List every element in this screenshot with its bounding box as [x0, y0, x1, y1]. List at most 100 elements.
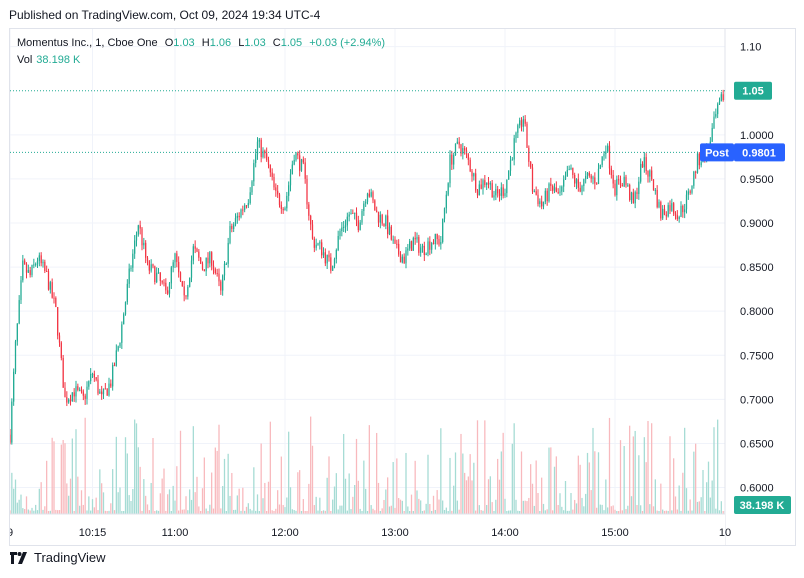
candle-body	[27, 270, 29, 273]
candle-body	[200, 257, 202, 264]
tradingview-logo-icon[interactable]	[10, 551, 28, 564]
brand-label[interactable]: TradingView	[34, 550, 106, 565]
volume-bar	[16, 502, 18, 514]
candle-body	[667, 205, 669, 217]
volume-bar	[132, 489, 134, 514]
volume-bar	[390, 505, 392, 514]
candle-body	[163, 282, 165, 284]
time-axis[interactable]	[10, 514, 725, 546]
volume-bar	[618, 511, 620, 514]
chart-canvas[interactable]: 1.10 1.0000 0.9500 0.9000 0.8500 0.8000 0.7500…	[10, 29, 796, 546]
volume-bar	[339, 505, 341, 514]
candle-body	[102, 388, 105, 395]
candle-body	[519, 120, 521, 126]
volume-bar	[387, 477, 389, 514]
candle-body	[460, 144, 462, 154]
volume-bar	[344, 478, 347, 514]
candle-body	[223, 263, 226, 276]
volume-bar	[544, 510, 546, 514]
candle-body	[387, 215, 389, 235]
volume-bar	[174, 500, 176, 514]
volume-bar	[427, 454, 429, 514]
volume-bar	[440, 428, 442, 514]
volume-bar	[176, 466, 178, 514]
chart-pane[interactable]: 1.10 1.0000 0.9500 0.9000 0.8500 0.8000 0.7500…	[9, 28, 796, 546]
volume-bar	[205, 508, 207, 514]
symbol-title[interactable]: Momentus Inc., 1, Cboe One	[17, 37, 158, 49]
volume-bar	[456, 500, 458, 514]
candle-body	[35, 264, 37, 266]
volume-bar	[572, 509, 574, 514]
candle-body	[425, 253, 427, 255]
candle-body	[18, 300, 20, 324]
volume-bar	[201, 488, 204, 514]
candle-body	[183, 286, 185, 296]
volume-bar	[25, 496, 28, 514]
volume-bar	[495, 499, 497, 514]
volume-bar	[691, 510, 693, 514]
candle-body	[585, 175, 587, 180]
candle-body	[300, 159, 303, 171]
volume-bar	[75, 429, 77, 514]
candle-body	[196, 248, 198, 252]
volume-bar	[110, 503, 112, 514]
volume-bar	[475, 510, 477, 514]
volume-bar	[388, 506, 391, 514]
candle-body	[630, 192, 633, 201]
volume-bar	[97, 510, 99, 514]
candle-body	[269, 164, 271, 173]
volume-bar	[682, 472, 684, 514]
volume-bar	[31, 507, 33, 514]
volume-bar	[277, 490, 279, 514]
volume-bar	[168, 489, 171, 514]
volume-bar	[238, 488, 240, 514]
volume-bar	[464, 472, 466, 514]
candle-body	[179, 272, 182, 282]
volume-bar	[429, 504, 431, 514]
volume-bar	[247, 503, 249, 514]
volume-bar	[531, 483, 534, 514]
candle-body	[209, 252, 211, 264]
close-label: C	[272, 37, 281, 49]
candle-body	[97, 379, 99, 394]
volume-bar	[449, 457, 451, 514]
volume-bar	[40, 482, 42, 514]
volume-bar	[673, 458, 675, 514]
candle-body	[14, 341, 17, 372]
volume-bar	[623, 446, 625, 514]
candle-body	[453, 155, 455, 165]
volume-bar	[695, 443, 697, 514]
y-tick-label: 0.7500	[740, 350, 774, 362]
volume-bar	[66, 483, 68, 514]
candle-body	[594, 177, 596, 184]
volume-bar	[557, 504, 559, 514]
volume-bar	[632, 436, 634, 514]
volume-bar	[328, 456, 330, 514]
candle-body	[218, 273, 220, 282]
candle-body	[60, 342, 62, 359]
candle-body	[266, 153, 268, 160]
volume-bar	[614, 509, 616, 514]
volume-bar	[218, 424, 220, 514]
volume-bar	[533, 505, 535, 514]
price-axis[interactable]	[725, 29, 796, 546]
volume-bar	[69, 478, 72, 514]
candle-body	[134, 240, 136, 254]
volume-bar	[198, 506, 200, 514]
volume-bar	[652, 506, 655, 514]
volume-bar	[438, 499, 440, 514]
candle-body	[625, 176, 627, 185]
candle-body	[328, 254, 330, 258]
volume-bar	[465, 480, 468, 514]
candle-body	[365, 201, 367, 204]
candle-body	[82, 391, 84, 396]
candle-body	[597, 168, 600, 184]
volume-bar	[27, 509, 29, 514]
post-price-tag	[734, 143, 785, 162]
candle-body	[185, 295, 187, 297]
candle-body	[579, 187, 581, 192]
candle-body	[62, 358, 64, 388]
volume-bar	[684, 427, 686, 514]
y-tick-label: 0.9500	[740, 174, 774, 186]
candle-body	[687, 191, 689, 195]
